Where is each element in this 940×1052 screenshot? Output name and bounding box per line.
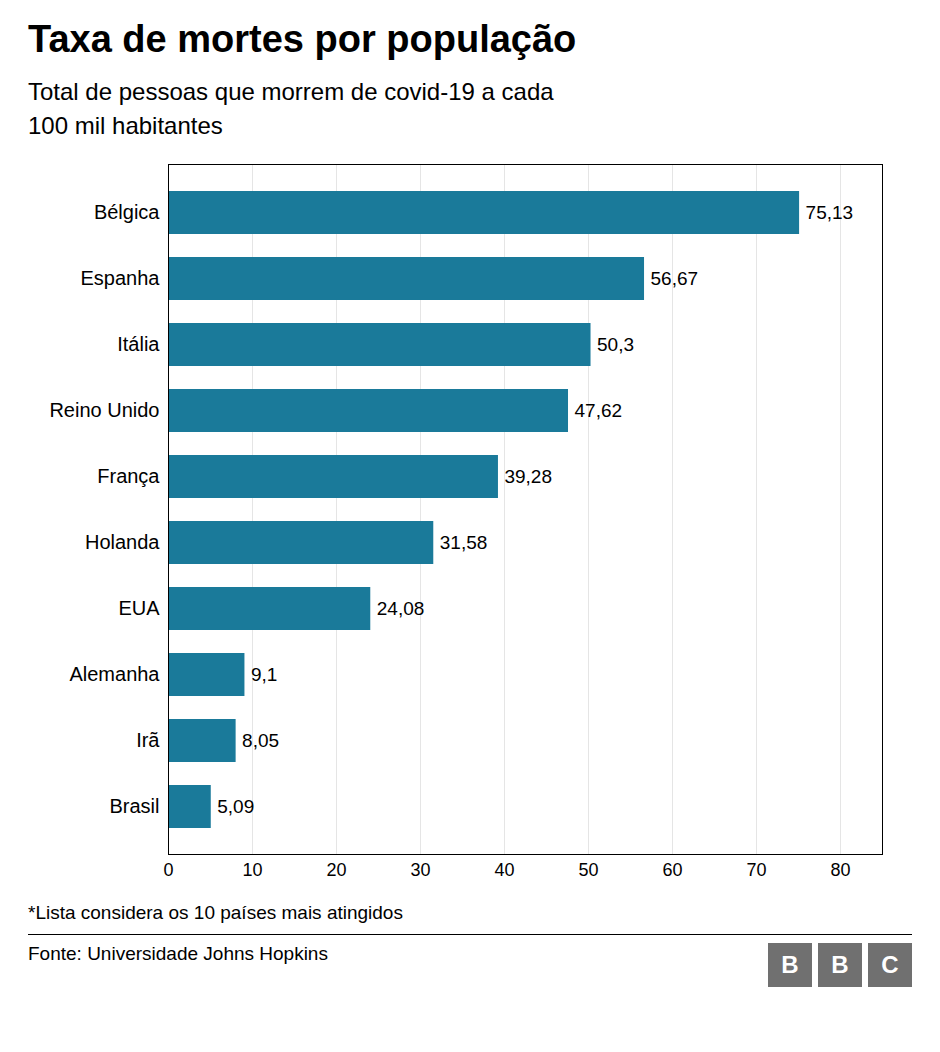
html-text:*Lista considera os 10 países: *Lista considera os 10 países mais ating… (28, 902, 403, 924)
svg-text:Brasil: Brasil (109, 796, 159, 818)
svg-text:EUA: EUA (118, 598, 160, 620)
svg-text:31,58: 31,58 (440, 532, 488, 553)
svg-text:Bélgica: Bélgica (94, 202, 160, 224)
svg-text:39,28: 39,28 (504, 466, 552, 487)
svg-text:47,62: 47,62 (575, 400, 623, 421)
svg-text:80: 80 (830, 860, 850, 880)
svg-text:Alemanha: Alemanha (69, 664, 160, 686)
svg-text:9,1: 9,1 (251, 664, 277, 685)
svg-text:Espanha: Espanha (81, 268, 161, 290)
svg-text:Itália: Itália (117, 334, 160, 356)
html-text:Fonte: Universidade Johns Hopk: Fonte: Universidade Johns Hopkins (28, 943, 328, 965)
svg-text:0: 0 (163, 860, 173, 880)
svg-text:50,3: 50,3 (597, 334, 634, 355)
svg-text:50: 50 (578, 860, 598, 880)
svg-text:75,13: 75,13 (806, 202, 854, 223)
svg-text:40: 40 (494, 860, 514, 880)
svg-text:Irã: Irã (136, 730, 160, 752)
svg-text:60: 60 (662, 860, 682, 880)
html-text:Taxa de mortes por população: Taxa de mortes por população (28, 18, 577, 60)
svg-text:França: França (97, 466, 160, 488)
svg-text:10: 10 (242, 860, 262, 880)
svg-text:70: 70 (746, 860, 766, 880)
svg-text:Reino Unido: Reino Unido (49, 400, 159, 422)
svg-text:Holanda: Holanda (85, 532, 160, 554)
html-text:B: B (781, 951, 799, 979)
svg-text:56,67: 56,67 (651, 268, 699, 289)
svg-text:8,05: 8,05 (242, 730, 279, 751)
html-text:B: B (831, 951, 849, 979)
svg-text:5,09: 5,09 (217, 796, 254, 817)
svg-text:24,08: 24,08 (377, 598, 425, 619)
html-text:Total de pessoas que morrem de: Total de pessoas que morrem de covid-19 … (28, 78, 554, 139)
html-text:C: C (881, 951, 899, 979)
svg-text:20: 20 (326, 860, 346, 880)
svg-text:30: 30 (410, 860, 430, 880)
